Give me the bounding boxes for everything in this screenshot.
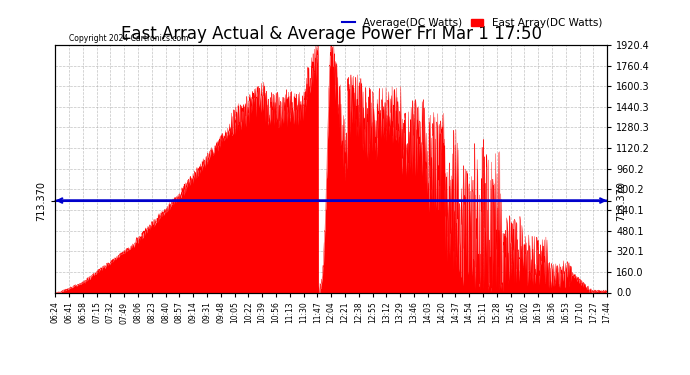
Text: Copyright 2024 Cartronics.com: Copyright 2024 Cartronics.com bbox=[69, 34, 188, 43]
Legend: Average(DC Watts), East Array(DC Watts): Average(DC Watts), East Array(DC Watts) bbox=[342, 18, 602, 28]
Title: East Array Actual & Average Power Fri Mar 1 17:50: East Array Actual & Average Power Fri Ma… bbox=[121, 26, 542, 44]
